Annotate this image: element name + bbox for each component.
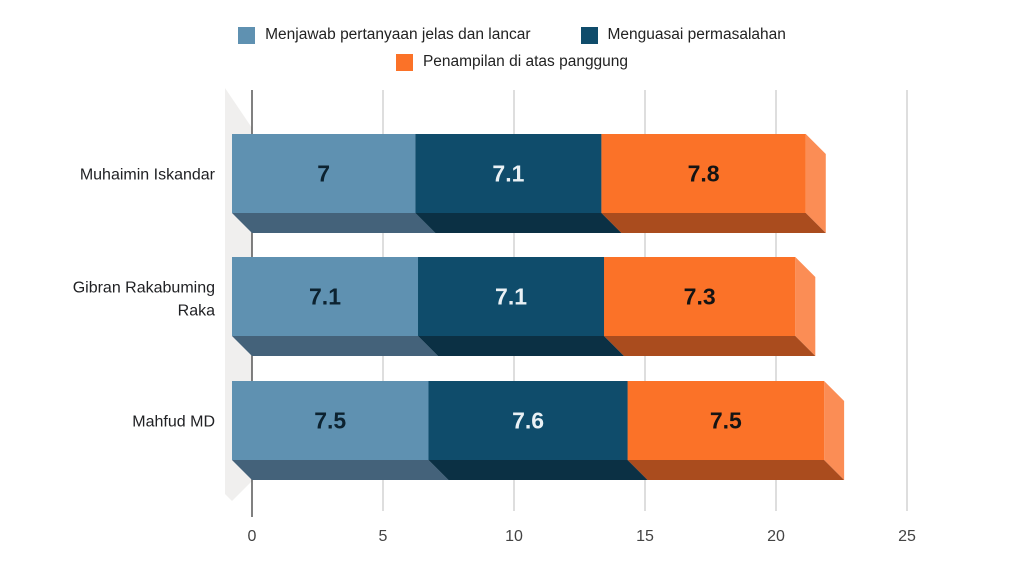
category-label-gibran-rakabuming-raka: Gibran Rakabuming xyxy=(73,280,215,297)
bar-mahfud-md-segment-menjawab-pertanyaan-jelas-dan-lancar-bottom-face xyxy=(232,460,449,480)
bar-mahfud-md-segment-menguasai-permasalahan-bottom-face xyxy=(428,460,648,480)
bar-gibran-rakabuming-raka-segment-menjawab-pertanyaan-jelas-dan-lancar-bottom-face xyxy=(232,336,439,356)
bar-gibran-rakabuming-raka-segment-penampilan-di-atas-panggung-end-face xyxy=(795,257,816,356)
bar-value-label: 7.5 xyxy=(314,408,346,434)
legend-item-menjawab-pertanyaan-jelas-dan-lancar[interactable]: Menjawab pertanyaan jelas dan lancar xyxy=(238,26,531,44)
legend-swatch-icon xyxy=(580,26,598,44)
category-label-muhaimin-iskandar: Muhaimin Iskandar xyxy=(80,167,216,184)
bar-gibran-rakabuming-raka-segment-menguasai-permasalahan-bottom-face xyxy=(418,336,625,356)
x-tick-label: 25 xyxy=(898,528,916,545)
bar-muhaimin-iskandar-segment-menguasai-permasalahan-bottom-face xyxy=(415,213,622,233)
bar-value-label: 7.6 xyxy=(512,408,544,434)
bar-muhaimin-iskandar-segment-menjawab-pertanyaan-jelas-dan-lancar[interactable] xyxy=(232,134,416,213)
category-label-mahfud-md: Mahfud MD xyxy=(132,414,215,431)
bar-value-label: 7 xyxy=(317,161,330,187)
legend-item-label: Menjawab pertanyaan jelas dan lancar xyxy=(265,26,531,43)
bar-muhaimin-iskandar-segment-penampilan-di-atas-panggung[interactable] xyxy=(601,134,806,213)
legend-item-penampilan-di-atas-panggung[interactable]: Penampilan di atas panggung xyxy=(395,53,629,71)
legend-swatch-icon xyxy=(238,26,256,44)
x-tick-label: 0 xyxy=(248,528,257,545)
bar-gibran-rakabuming-raka-segment-menguasai-permasalahan[interactable] xyxy=(418,257,605,336)
legend-swatch-icon xyxy=(395,53,413,71)
legend-item-menguasai-permasalahan[interactable]: Menguasai permasalahan xyxy=(580,26,786,44)
bar-mahfud-md-segment-penampilan-di-atas-panggung-end-face xyxy=(824,381,845,480)
bar-value-label: 7.1 xyxy=(495,284,527,310)
bar-gibran-rakabuming-raka-segment-menjawab-pertanyaan-jelas-dan-lancar[interactable] xyxy=(232,257,419,336)
category-label-gibran-rakabuming-raka: Raka xyxy=(178,303,215,320)
x-tick-label: 10 xyxy=(505,528,523,545)
bar-value-label: 7.8 xyxy=(688,161,720,187)
legend-item-label: Penampilan di atas panggung xyxy=(422,53,629,70)
bar-gibran-rakabuming-raka-segment-penampilan-di-atas-panggung-bottom-face xyxy=(604,336,816,356)
legend-row: Penampilan di atas panggung xyxy=(395,53,629,71)
bar-mahfud-md-segment-penampilan-di-atas-panggung-bottom-face xyxy=(627,460,845,480)
bar-mahfud-md-segment-menguasai-permasalahan[interactable] xyxy=(428,381,628,460)
bar-mahfud-md-segment-menjawab-pertanyaan-jelas-dan-lancar[interactable] xyxy=(232,381,429,460)
legend-item-label: Menguasai permasalahan xyxy=(607,26,786,43)
bar-muhaimin-iskandar-segment-penampilan-di-atas-panggung-bottom-face xyxy=(601,213,826,233)
x-tick-label: 5 xyxy=(379,528,388,545)
x-tick-label: 15 xyxy=(636,528,654,545)
bar-value-label: 7.3 xyxy=(684,284,716,310)
bar-value-label: 7.5 xyxy=(710,408,742,434)
legend: Menjawab pertanyaan jelas dan lancar Meng… xyxy=(0,26,1024,71)
bar-mahfud-md-segment-penampilan-di-atas-panggung[interactable] xyxy=(627,381,825,460)
x-tick-label: 20 xyxy=(767,528,785,545)
legend-row: Menjawab pertanyaan jelas dan lancar Meng… xyxy=(238,26,786,44)
bar-gibran-rakabuming-raka-segment-penampilan-di-atas-panggung[interactable] xyxy=(604,257,796,336)
bar-muhaimin-iskandar-segment-menjawab-pertanyaan-jelas-dan-lancar-bottom-face xyxy=(232,213,436,233)
bar-muhaimin-iskandar-segment-penampilan-di-atas-panggung-end-face xyxy=(805,134,826,233)
bar-value-label: 7.1 xyxy=(309,284,341,310)
bar-value-label: 7.1 xyxy=(492,161,524,187)
bar-muhaimin-iskandar-segment-menguasai-permasalahan[interactable] xyxy=(415,134,602,213)
